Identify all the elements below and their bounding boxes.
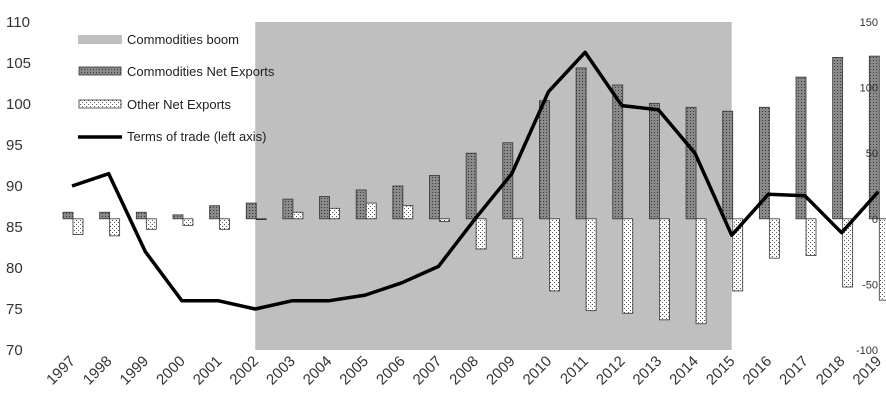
- commodities-bar-2019: [868, 55, 880, 220]
- x-tick-2008: 2008: [446, 353, 482, 389]
- terms-of-trade-line: [71, 50, 880, 311]
- x-tick-2004: 2004: [300, 353, 336, 389]
- legend-swatch-other: [78, 99, 122, 109]
- other-bar-2002: [255, 218, 267, 221]
- other-bar-2010: [549, 218, 560, 292]
- commodities-bar-2007: [429, 175, 440, 220]
- commodities-bar-2014: [685, 106, 697, 220]
- right-tick-150: 150: [860, 17, 878, 29]
- commodities-bar-2011: [575, 67, 587, 220]
- commodities-bar-2012: [612, 84, 624, 220]
- x-tick-2015: 2015: [703, 353, 739, 389]
- legend-label-shade: Commodities boom: [127, 32, 239, 47]
- x-tick-2005: 2005: [336, 353, 372, 389]
- x-tick-2013: 2013: [630, 353, 666, 389]
- left-tick-105: 105: [6, 55, 31, 72]
- x-tick-2019: 2019: [850, 353, 886, 389]
- other-bar-2018: [842, 218, 854, 288]
- x-tick-2002: 2002: [226, 353, 262, 389]
- legend: Commodities boom Commodities Net Exports…: [78, 32, 275, 144]
- other-bar-1997: [72, 218, 84, 235]
- legend-label-commodities: Commodities Net Exports: [127, 64, 275, 79]
- left-tick-95: 95: [6, 137, 23, 154]
- other-bar-2013: [659, 218, 670, 321]
- left-axis: 70 75 80 85 90 95 100 105 110: [6, 14, 31, 359]
- legend-swatch-shade: [78, 35, 122, 44]
- left-tick-75: 75: [6, 301, 23, 318]
- x-tick-2001: 2001: [190, 353, 226, 389]
- commodities-bar-2000: [172, 214, 184, 220]
- other-bar-2007: [439, 218, 450, 222]
- x-tick-2012: 2012: [593, 353, 629, 389]
- x-tick-2007: 2007: [410, 353, 446, 389]
- line-layer: [71, 50, 880, 311]
- commodities-bar-2002: [245, 202, 257, 220]
- x-tick-1998: 1998: [80, 353, 116, 389]
- commodities-bar-2003: [282, 198, 294, 220]
- commodities-bar-1999: [135, 211, 147, 220]
- other-bar-2001: [219, 218, 231, 230]
- other-bar-2008: [475, 218, 487, 250]
- commodities-bar-2010: [539, 100, 550, 220]
- commodities-bar-2006: [392, 185, 404, 220]
- legend-label-other: Other Net Exports: [127, 97, 232, 112]
- other-bar-2005: [365, 202, 377, 220]
- x-tick-2016: 2016: [740, 353, 776, 389]
- x-tick-2009: 2009: [483, 353, 519, 389]
- commodities-bar-2018: [832, 57, 844, 220]
- left-tick-110: 110: [6, 14, 30, 31]
- right-tick--100: -100: [856, 345, 878, 357]
- left-tick-85: 85: [6, 219, 23, 236]
- other-bar-2009: [512, 218, 524, 259]
- commodities-bar-2004: [319, 196, 330, 220]
- commodities-bar-2016: [758, 106, 770, 220]
- left-tick-90: 90: [6, 178, 23, 195]
- x-tick-1999: 1999: [117, 353, 153, 389]
- other-bar-2006: [402, 205, 414, 220]
- other-bar-2019: [878, 218, 886, 301]
- other-bar-1999: [145, 218, 157, 230]
- commodities-bar-2017: [795, 76, 807, 220]
- commodities-bar-2015: [722, 110, 734, 220]
- x-tick-2006: 2006: [373, 353, 409, 389]
- commodities-bar-2005: [355, 189, 367, 220]
- x-tick-2014: 2014: [666, 353, 702, 389]
- other-bar-2011: [585, 218, 597, 312]
- x-tick-2000: 2000: [153, 353, 189, 389]
- right-tick--50: -50: [862, 279, 878, 291]
- commodities-bar-1998: [99, 211, 111, 220]
- other-bar-2003: [292, 211, 304, 220]
- other-bar-2015: [732, 218, 744, 292]
- legend-label-tot: Terms of trade (left axis): [127, 129, 266, 144]
- right-tick-100: 100: [860, 83, 878, 95]
- left-tick-70: 70: [6, 342, 23, 359]
- commodities-bar-1997: [62, 211, 74, 220]
- other-bar-2017: [805, 218, 817, 256]
- other-bar-2014: [695, 218, 707, 325]
- left-tick-100: 100: [6, 96, 31, 113]
- commodities-bar-2001: [209, 205, 221, 220]
- x-tick-1997: 1997: [43, 353, 79, 389]
- x-axis: 1997 1998 1999 2000 2001 2002 2003 2004 2005 2006…: [43, 353, 885, 389]
- x-tick-2003: 2003: [263, 353, 299, 389]
- right-tick-50: 50: [866, 148, 878, 160]
- other-bar-2000: [182, 218, 194, 226]
- other-bar-2016: [768, 218, 780, 259]
- legend-swatch-commodities: [78, 66, 122, 76]
- other-bar-2004: [329, 207, 340, 220]
- x-tick-2010: 2010: [520, 353, 556, 389]
- x-tick-2011: 2011: [557, 353, 592, 388]
- right-axis: -100 -50 0 50 100 150: [856, 17, 878, 357]
- commodities-bar-2013: [649, 102, 660, 220]
- commodities-bar-2008: [465, 152, 477, 220]
- right-tick-0: 0: [872, 214, 878, 226]
- x-tick-2017: 2017: [776, 353, 812, 389]
- left-tick-80: 80: [6, 260, 23, 277]
- other-bar-2012: [622, 218, 634, 314]
- x-tick-2018: 2018: [813, 353, 849, 389]
- other-bar-1998: [109, 218, 121, 237]
